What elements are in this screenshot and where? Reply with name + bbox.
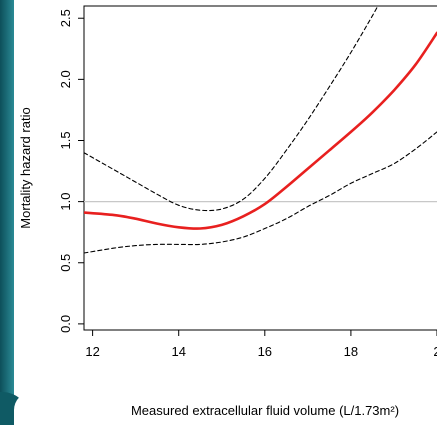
x-tick-label: 18 <box>344 344 358 359</box>
y-axis: 0.0 0.5 1.0 1.5 2.0 2.5 <box>58 9 84 333</box>
plot-frame <box>83 5 437 331</box>
y-tick-label: 0.5 <box>58 254 73 272</box>
series-upper-ci <box>84 6 379 212</box>
y-tick-label: 2.0 <box>58 70 73 88</box>
x-tick-label: 2 <box>433 344 437 359</box>
y-tick-label: 1.0 <box>58 193 73 211</box>
left-frame-corner-cutout <box>14 392 32 425</box>
y-axis-title: Mortality hazard ratio <box>18 107 33 228</box>
x-tick-label: 16 <box>258 344 272 359</box>
y-tick-label: 2.5 <box>58 9 73 27</box>
left-frame-bar <box>0 0 14 425</box>
x-axis: 12 14 16 18 2 <box>85 330 437 359</box>
series-layer <box>84 6 437 254</box>
y-tick-label: 0.0 <box>58 315 73 333</box>
series-lower-ci <box>84 131 437 254</box>
y-tick-label: 1.5 <box>58 131 73 149</box>
x-tick-label: 12 <box>85 344 99 359</box>
x-axis-title: Measured extracellular fluid volume (L/1… <box>131 403 399 418</box>
plot-area <box>83 5 437 331</box>
series-estimate <box>84 31 437 230</box>
x-tick-label: 14 <box>171 344 185 359</box>
